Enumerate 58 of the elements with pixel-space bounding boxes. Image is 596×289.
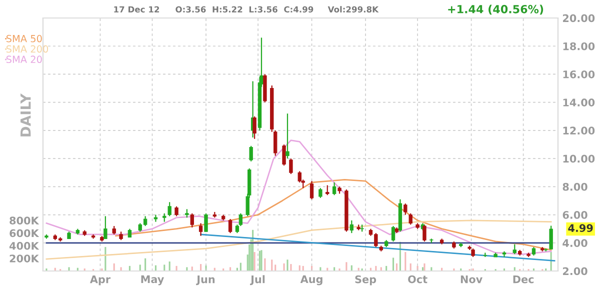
- x-tick-label: Jul: [250, 275, 265, 286]
- text: O:3.56 H:5.22 L:3.56 C:4.99: [176, 6, 314, 13]
- candlestick: [282, 144, 286, 166]
- x-tick-label: Sep: [355, 275, 376, 286]
- y2-tick-label: 400K: [9, 242, 40, 250]
- x-tick-label: Dec: [513, 275, 534, 284]
- y-tick-label: 20.00: [562, 14, 595, 22]
- y-tick-label: 2.00: [562, 267, 588, 276]
- text: Vol:299.8K: [328, 6, 379, 13]
- candlestick: [252, 116, 256, 140]
- text: +1.44 (40.56%): [448, 4, 544, 15]
- y-tick-label: 4.00: [562, 239, 588, 247]
- line-series: [46, 140, 552, 255]
- candlestick: [286, 113, 290, 160]
- y-tick-label: 12.00: [563, 126, 595, 135]
- candlestick: [154, 214, 158, 222]
- candlestick: [190, 212, 194, 228]
- x-tick-label: Apr: [90, 275, 111, 286]
- y-tick-label: 6.00: [562, 211, 588, 219]
- y-tick-label: 10.00: [563, 154, 595, 163]
- legend-label: SMA 50: [6, 34, 42, 42]
- y2-tick-label: 600K: [10, 229, 40, 238]
- candlestick: [289, 158, 293, 175]
- y-tick-label: 16.00: [563, 70, 595, 78]
- candlestick: [549, 225, 553, 250]
- x-tick-label: Jun: [196, 275, 215, 286]
- candlestick: [104, 216, 108, 240]
- candlestick: [408, 212, 412, 226]
- line-series: [46, 220, 552, 260]
- annotation: 4.99: [568, 224, 593, 232]
- x-tick-label: Aug: [300, 275, 322, 286]
- x-tick-label: Oct: [408, 275, 428, 284]
- legend-label: SMA 20: [6, 56, 42, 64]
- candlestick: [310, 180, 314, 200]
- y2-tick-label: 200K: [10, 254, 40, 262]
- candlestick: [326, 184, 330, 196]
- candlestick: [512, 244, 516, 255]
- legend-label: SMA 200: [6, 45, 48, 53]
- candlestick: [204, 212, 208, 232]
- candlestick: [198, 222, 203, 236]
- y-tick-label: 8.00: [562, 182, 588, 191]
- candlestick: [318, 188, 322, 198]
- candlestick: [228, 218, 232, 234]
- line-series: [115, 178, 552, 251]
- y-tick-label: 18.00: [563, 42, 595, 50]
- candlestick: [249, 145, 253, 162]
- candlestick: [332, 182, 336, 196]
- x-tick-label: Nov: [460, 275, 482, 284]
- y-tick-label: 14.00: [563, 98, 595, 106]
- candlestick: [174, 206, 178, 217]
- x-tick-label: May: [141, 275, 164, 286]
- text: 17 Dec 12: [114, 6, 160, 13]
- candlestick: [350, 220, 354, 234]
- candlestick: [168, 202, 172, 217]
- text: DAILY: [20, 93, 31, 136]
- candlestick: [404, 202, 408, 216]
- y2-tick-label: 800K: [10, 216, 40, 225]
- candlestick: [391, 225, 396, 242]
